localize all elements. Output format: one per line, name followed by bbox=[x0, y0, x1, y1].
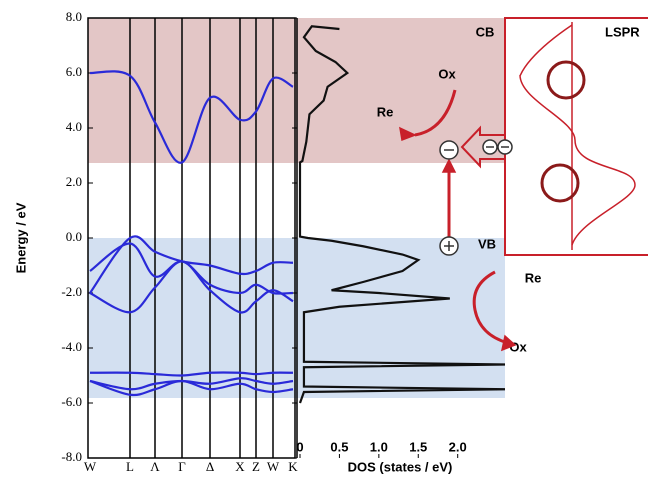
x-tick-label: L bbox=[126, 459, 134, 474]
x-tick-label: 0.5 bbox=[330, 439, 348, 454]
y-tick-label: -8.0 bbox=[61, 449, 82, 464]
y-tick-label: 2.0 bbox=[66, 174, 82, 189]
cb-label: CB bbox=[476, 24, 495, 39]
re-label: Re bbox=[525, 270, 542, 285]
y-tick-label: -4.0 bbox=[61, 339, 82, 354]
x-tick-label: 0 bbox=[296, 439, 303, 454]
x-tick-label: Δ bbox=[206, 459, 214, 474]
vb-label: VB bbox=[478, 236, 496, 251]
y-tick-label: 6.0 bbox=[66, 64, 82, 79]
re-label: Re bbox=[377, 104, 394, 119]
y-tick-label: -6.0 bbox=[61, 394, 82, 409]
x-axis-title: DOS (states / eV) bbox=[348, 459, 453, 474]
x-tick-label: K bbox=[288, 459, 298, 474]
x-tick-label: Z bbox=[252, 459, 260, 474]
x-tick-label: Λ bbox=[150, 459, 160, 474]
x-tick-label: Γ bbox=[178, 459, 186, 474]
ox-label: Ox bbox=[438, 66, 456, 81]
y-tick-label: 4.0 bbox=[66, 119, 82, 134]
x-tick-label: 2.0 bbox=[449, 439, 467, 454]
x-tick-label: 1.5 bbox=[409, 439, 427, 454]
lspr-label: LSPR bbox=[605, 24, 640, 39]
y-axis-title: Energy / eV bbox=[13, 202, 28, 273]
y-tick-label: -2.0 bbox=[61, 284, 82, 299]
x-tick-label: X bbox=[235, 459, 245, 474]
x-tick-label: 1.0 bbox=[370, 439, 388, 454]
x-tick-label: W bbox=[84, 459, 97, 474]
y-tick-label: 8.0 bbox=[66, 9, 82, 24]
x-tick-label: W bbox=[267, 459, 280, 474]
y-tick-label: 0.0 bbox=[66, 229, 82, 244]
figure: Energy / eV DOS (states / eV) CB VB Ox R… bbox=[0, 0, 648, 478]
